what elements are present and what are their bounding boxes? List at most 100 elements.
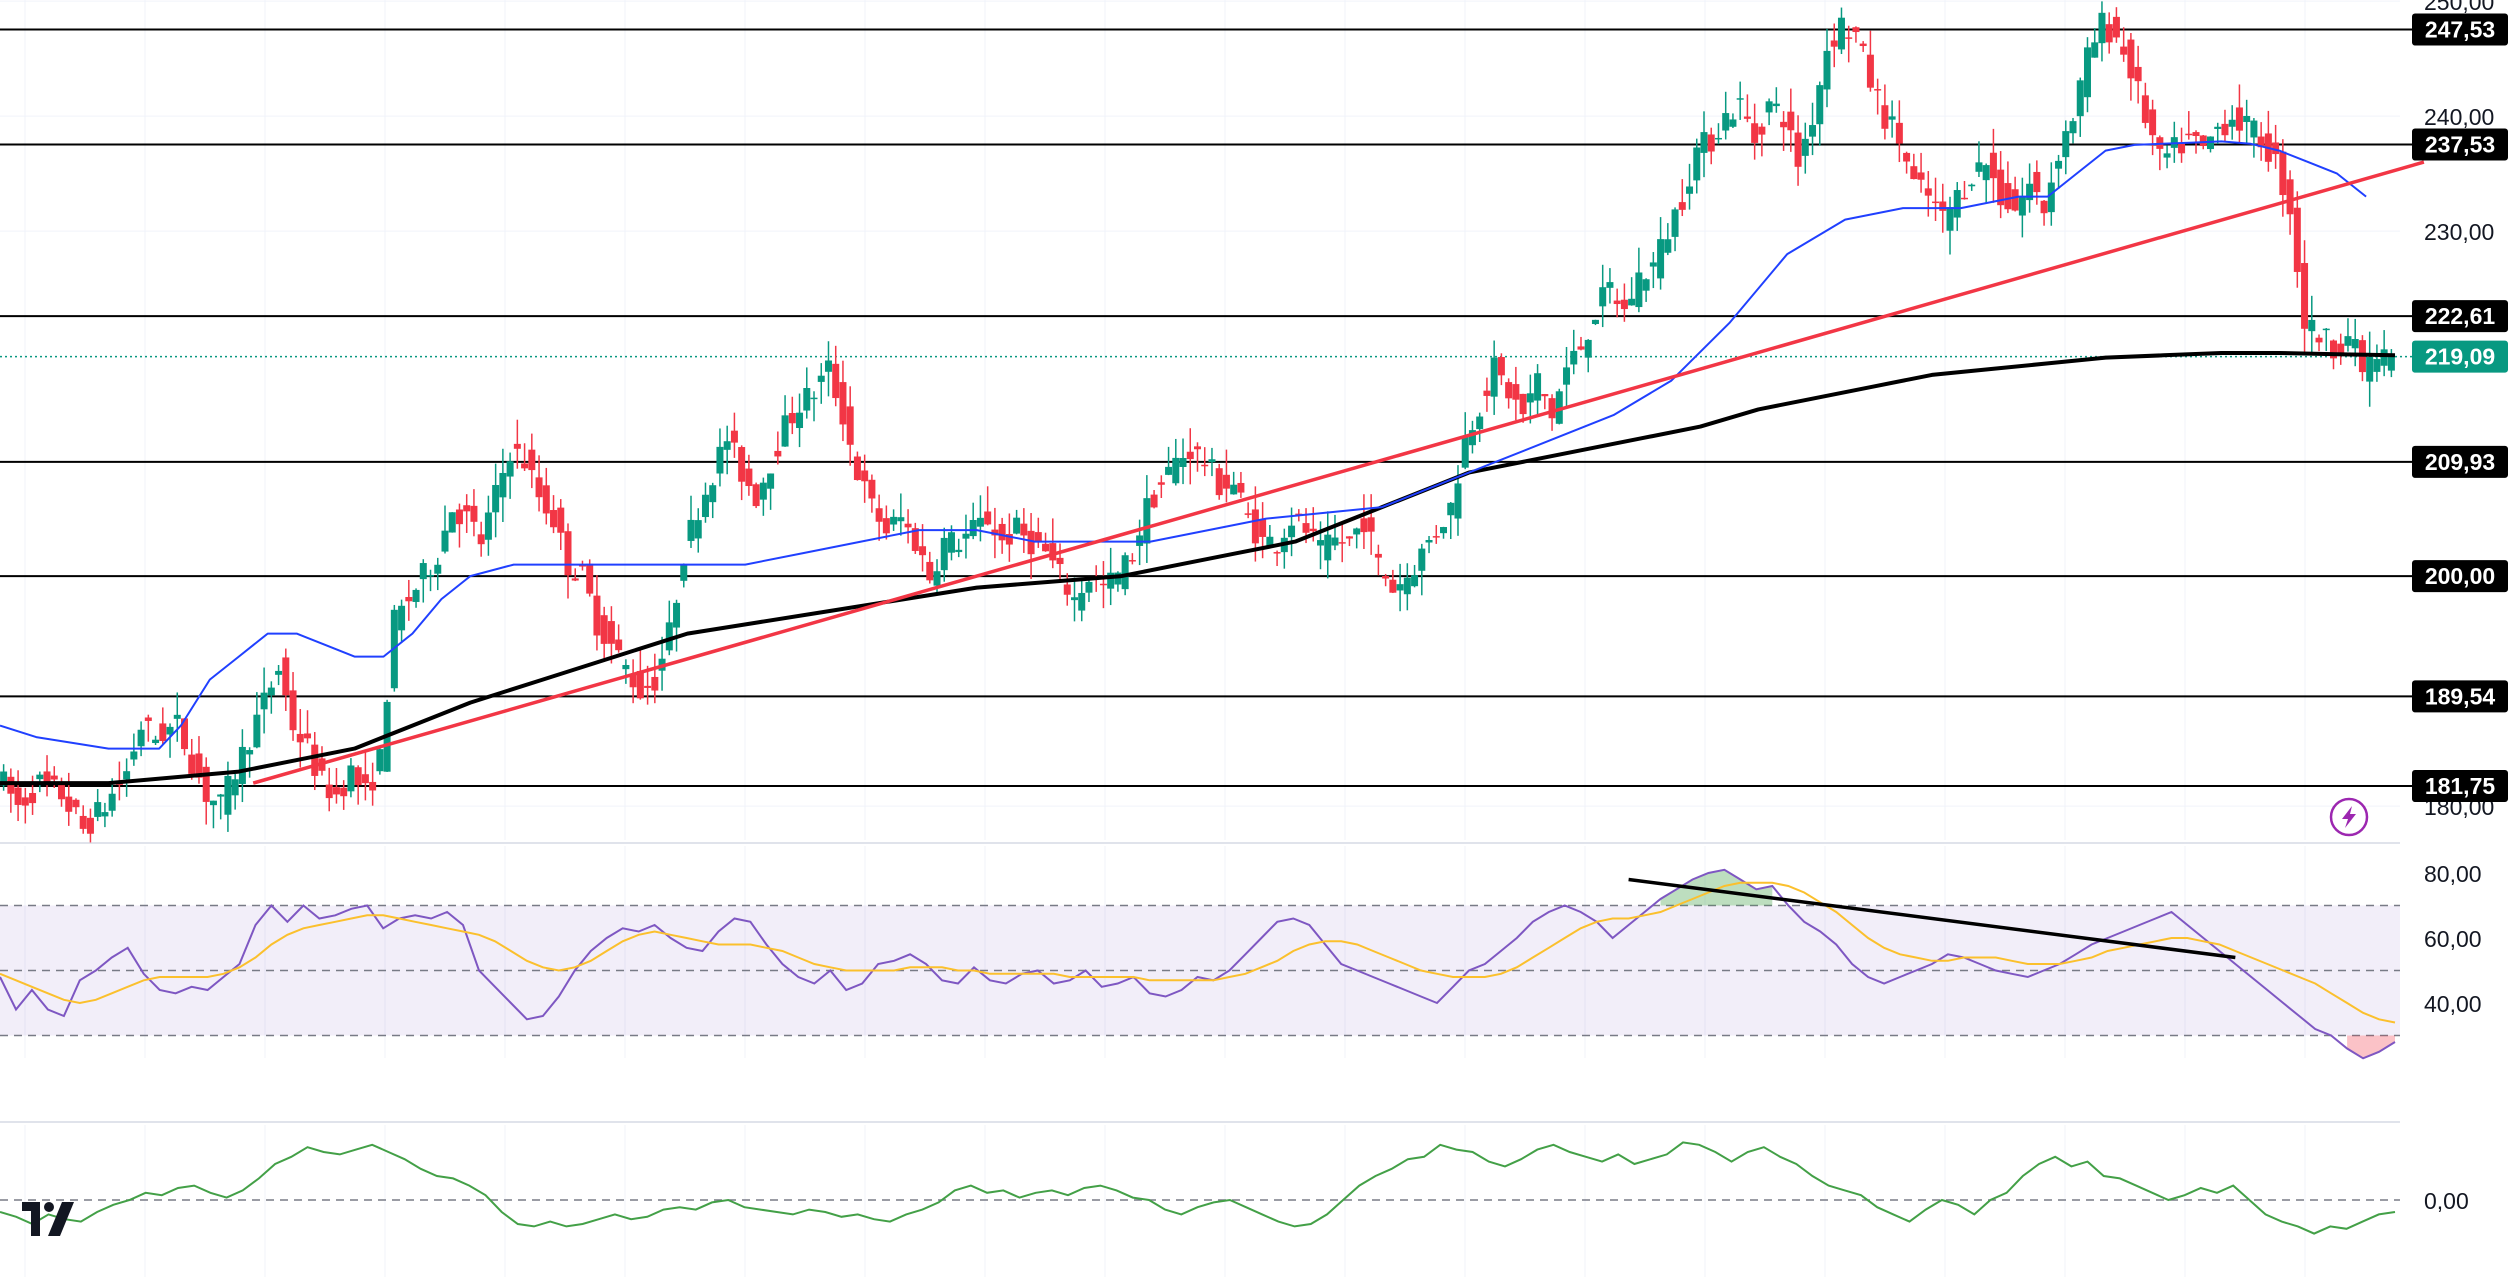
candle-body (289, 690, 297, 731)
candle-body (701, 494, 709, 518)
candle-body (2163, 153, 2171, 158)
price-axis[interactable]: 250,00240,00230,00180,00259,13247,53237,… (2412, 0, 2508, 1214)
rsi-tick-label: 60,00 (2424, 926, 2482, 952)
candle-body (2344, 336, 2352, 346)
candle-body (774, 450, 782, 457)
candle-body (1353, 528, 1361, 535)
level-label-bg (2412, 13, 2508, 46)
price-tick-label: 240,00 (2424, 104, 2494, 130)
candle-body (1888, 116, 1896, 120)
candle-body (1490, 357, 1498, 397)
level-label-bg (2412, 680, 2508, 713)
level-label-bg (2412, 770, 2508, 802)
rsi-panel (0, 868, 2400, 1060)
momentum-line (0, 1141, 2396, 1235)
candle-body (1534, 373, 1542, 401)
candle-body (1541, 394, 1549, 397)
moving-average-long (0, 351, 2396, 786)
candle-body (448, 512, 456, 533)
candle-body (2243, 115, 2251, 122)
candle-body (571, 578, 579, 581)
candle-body (607, 621, 615, 644)
candle-body (1230, 484, 1238, 495)
candle-body (1099, 583, 1107, 586)
candle-body (2062, 131, 2070, 158)
candle-body (1946, 207, 1954, 231)
candle-body (810, 397, 818, 400)
candle-body (1816, 85, 1824, 125)
candle-body (1078, 592, 1086, 611)
candle-body (1425, 539, 1433, 543)
candle-body (1476, 416, 1484, 430)
candle-body (325, 784, 333, 799)
tradingview-logo (22, 1202, 74, 1236)
candle-body (1526, 393, 1534, 403)
candle-body (2040, 200, 2048, 214)
candle-body (1570, 350, 1578, 365)
candle-body (1975, 162, 1983, 172)
candle-body (680, 565, 688, 581)
candle-body (419, 563, 427, 580)
candle-body (1874, 89, 1882, 91)
candle-body (1085, 581, 1093, 593)
candle-body (622, 664, 630, 670)
candle-body (550, 510, 558, 528)
candle-body (1360, 518, 1368, 533)
candle-body (43, 771, 51, 782)
candle-body (2091, 42, 2099, 58)
momentum-panel (0, 1141, 2400, 1235)
candle-body (998, 523, 1006, 541)
candle-body (1765, 101, 1773, 113)
candle-body (911, 528, 919, 551)
candle-body (492, 485, 500, 513)
candle-body (1671, 209, 1679, 237)
candle-body (716, 446, 724, 474)
candle-body (1143, 498, 1151, 544)
candle-body (1591, 319, 1599, 325)
candle-body (730, 430, 738, 443)
candle-body (644, 685, 652, 688)
lightning-icon[interactable] (2329, 797, 2369, 837)
candle-body (441, 530, 449, 552)
candle-body (890, 516, 898, 525)
candle-body (376, 749, 384, 772)
candle-body (2112, 16, 2120, 38)
candle-body (1968, 184, 1976, 187)
candle-body (484, 512, 492, 540)
candle-body (832, 363, 840, 399)
candle-body (332, 787, 340, 795)
candle-body (947, 532, 955, 553)
candle-body (1642, 279, 1650, 291)
candle-body (1201, 464, 1209, 467)
candle-body (1244, 513, 1252, 515)
candle-body (296, 733, 304, 743)
candle-body (745, 468, 753, 487)
candle-body (2098, 12, 2106, 44)
candle-body (1251, 509, 1259, 544)
candle-body (1939, 201, 1947, 211)
candle-body (2329, 340, 2337, 359)
candle-body (2322, 328, 2330, 331)
candle-body (1266, 536, 1274, 548)
level-label-bg (2412, 128, 2508, 161)
candle-body (1649, 262, 1657, 267)
level-label-bg (2412, 300, 2508, 333)
candle-body (542, 485, 550, 514)
candle-body (1331, 537, 1339, 546)
candle-body (1157, 482, 1165, 485)
candle-body (1780, 121, 1788, 128)
candle-body (723, 441, 731, 450)
candle-body (1577, 346, 1585, 350)
candle-body (181, 718, 189, 750)
candle-body (463, 505, 471, 512)
candle-body (1505, 382, 1513, 399)
candle-body (1932, 201, 1940, 204)
candle-body (1150, 494, 1158, 508)
candle-body (2235, 107, 2243, 131)
level-label: 200,00 (2425, 563, 2495, 589)
candle-body (1960, 197, 1968, 200)
candle-body (1454, 483, 1462, 519)
candle-body (1664, 239, 1672, 253)
candle-body (2127, 39, 2135, 79)
